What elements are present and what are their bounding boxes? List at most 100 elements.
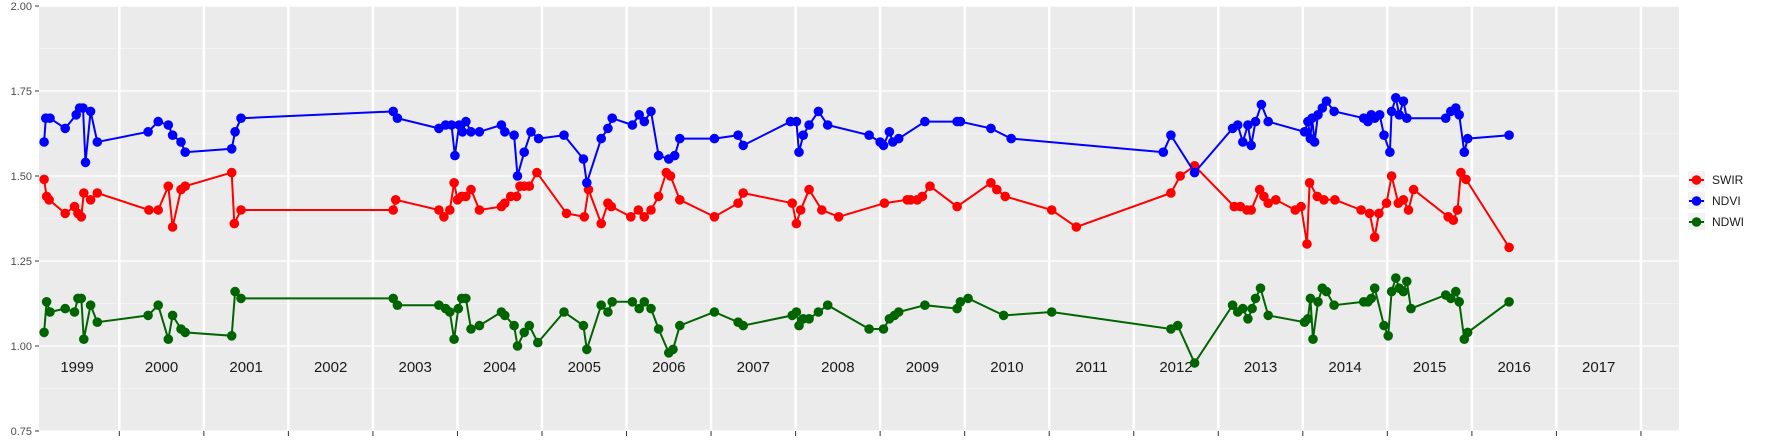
data-point bbox=[920, 300, 930, 311]
data-point bbox=[1232, 120, 1243, 130]
legend-label: SWIR bbox=[1712, 173, 1744, 187]
data-point bbox=[607, 297, 617, 307]
data-point bbox=[1356, 205, 1366, 215]
data-point bbox=[1454, 110, 1464, 120]
data-point bbox=[864, 324, 874, 334]
data-point bbox=[449, 334, 459, 345]
data-point bbox=[1305, 293, 1316, 304]
data-point bbox=[1366, 293, 1377, 304]
data-point bbox=[1313, 297, 1323, 307]
x-axis bbox=[118, 431, 1642, 436]
data-point bbox=[1227, 300, 1238, 311]
data-point bbox=[653, 324, 664, 334]
data-point bbox=[1462, 327, 1473, 338]
data-point bbox=[795, 205, 806, 215]
data-point bbox=[76, 212, 87, 222]
data-point bbox=[925, 181, 935, 191]
data-point bbox=[163, 334, 174, 345]
year-label: 2016 bbox=[1497, 359, 1530, 376]
year-label: 1999 bbox=[60, 359, 93, 376]
year-label: 2008 bbox=[821, 359, 854, 376]
data-point bbox=[1369, 232, 1380, 242]
data-point bbox=[794, 147, 804, 157]
data-point bbox=[434, 205, 444, 215]
data-point bbox=[1189, 358, 1200, 368]
data-point bbox=[804, 314, 814, 324]
data-point bbox=[92, 188, 103, 198]
data-point bbox=[1364, 208, 1375, 219]
data-point bbox=[1330, 195, 1340, 205]
data-point bbox=[1250, 116, 1261, 127]
data-point bbox=[1246, 205, 1256, 215]
data-point bbox=[167, 222, 178, 232]
data-point bbox=[1386, 286, 1397, 297]
data-point bbox=[709, 133, 720, 144]
data-point bbox=[511, 191, 522, 202]
data-point bbox=[180, 181, 190, 191]
data-point bbox=[813, 307, 824, 317]
data-point bbox=[509, 130, 519, 140]
legend-key-point bbox=[1691, 217, 1702, 227]
year-label: 2000 bbox=[145, 359, 178, 376]
data-point bbox=[1402, 276, 1412, 287]
data-point bbox=[226, 331, 237, 341]
data-point bbox=[524, 181, 535, 191]
data-point bbox=[791, 218, 802, 229]
data-point bbox=[236, 205, 246, 215]
data-point bbox=[733, 198, 743, 208]
data-point bbox=[596, 300, 606, 311]
data-point bbox=[153, 300, 163, 311]
data-point bbox=[85, 300, 96, 311]
data-point bbox=[526, 127, 536, 137]
data-point bbox=[1329, 106, 1339, 117]
data-point bbox=[1446, 293, 1456, 304]
data-point bbox=[804, 120, 814, 130]
data-point bbox=[461, 191, 471, 202]
data-point bbox=[512, 341, 523, 351]
year-label: 2012 bbox=[1159, 359, 1192, 376]
data-point bbox=[1440, 113, 1451, 123]
data-point bbox=[559, 307, 569, 317]
data-point bbox=[646, 106, 656, 117]
data-point bbox=[167, 310, 178, 321]
major-gridlines bbox=[39, 5, 1679, 432]
data-point bbox=[992, 184, 1002, 195]
data-point bbox=[1189, 167, 1200, 178]
data-point bbox=[817, 205, 827, 215]
data-point bbox=[1329, 300, 1339, 311]
data-point bbox=[1308, 334, 1318, 345]
year-label: 2010 bbox=[990, 359, 1023, 376]
data-point bbox=[627, 120, 638, 130]
data-point bbox=[1504, 130, 1514, 140]
y-tick-label: 0.75 bbox=[11, 426, 32, 438]
data-point bbox=[1247, 303, 1257, 314]
data-point bbox=[69, 307, 80, 317]
data-point bbox=[519, 147, 529, 157]
data-point bbox=[1250, 293, 1261, 304]
data-point bbox=[884, 127, 895, 137]
data-point bbox=[709, 307, 720, 317]
data-point bbox=[388, 205, 399, 215]
data-point bbox=[963, 293, 973, 304]
data-point bbox=[533, 133, 544, 144]
data-point bbox=[1271, 195, 1281, 205]
data-point bbox=[646, 303, 656, 314]
data-point bbox=[804, 184, 814, 195]
data-point bbox=[1299, 127, 1310, 137]
data-point bbox=[822, 300, 833, 311]
data-point bbox=[390, 195, 401, 205]
data-point bbox=[675, 320, 685, 331]
data-point bbox=[798, 130, 808, 140]
data-point bbox=[665, 171, 676, 181]
data-point bbox=[1166, 130, 1176, 140]
year-label: 2003 bbox=[398, 359, 431, 376]
data-point bbox=[879, 198, 890, 208]
data-point bbox=[457, 127, 468, 137]
legend-label: NDWI bbox=[1712, 215, 1744, 229]
data-point bbox=[579, 212, 590, 222]
data-point bbox=[596, 218, 606, 229]
data-point bbox=[1374, 110, 1385, 120]
data-point bbox=[1238, 303, 1248, 314]
data-point bbox=[445, 307, 455, 317]
data-point bbox=[449, 178, 459, 188]
